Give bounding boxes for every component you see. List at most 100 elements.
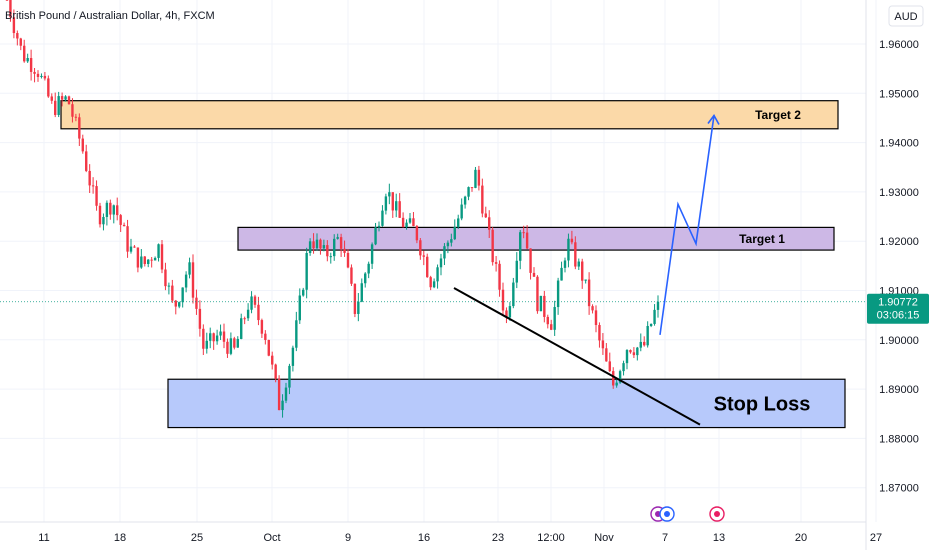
candle-body [515, 260, 518, 283]
candle-body [102, 216, 105, 225]
candle-body [319, 239, 322, 249]
candle-body [419, 240, 422, 256]
candle-body [43, 75, 47, 79]
candle-body [257, 304, 260, 321]
candle-body [563, 260, 567, 268]
candle-body [346, 252, 350, 268]
candle-body [9, 0, 12, 18]
candle-body [426, 256, 429, 278]
candle-body [384, 196, 388, 211]
candle-body [550, 324, 553, 330]
candle-body [188, 262, 191, 275]
candle-body [474, 169, 477, 188]
candle-body [184, 274, 188, 288]
candle-body [215, 335, 219, 342]
candle-body [443, 246, 446, 259]
candle-body [112, 205, 115, 215]
candle-body [401, 217, 405, 228]
candle-body [178, 302, 181, 307]
candle-body [298, 295, 301, 321]
candle-body [453, 227, 456, 240]
currency-badge[interactable] [888, 5, 924, 27]
candle-body [98, 205, 102, 225]
y-tick-label: 1.90000 [879, 335, 919, 347]
candle-body [539, 295, 543, 312]
candle-body [364, 273, 367, 284]
event-marker-dot [714, 511, 720, 517]
event-marker-dot [664, 511, 670, 517]
candle-body [233, 338, 236, 348]
candle-body [88, 170, 91, 186]
candle-body [5, 0, 9, 1]
candle-body [243, 318, 246, 320]
candle-body [612, 371, 615, 386]
candle-body [601, 340, 605, 349]
candle-body [116, 205, 119, 216]
candle-body [598, 325, 601, 341]
x-tick-label: 16 [418, 532, 430, 544]
candle-body [29, 58, 33, 72]
x-tick-label: 20 [795, 532, 807, 544]
candle-body [560, 267, 563, 281]
candle-body [574, 242, 577, 267]
projection-arrowhead [707, 114, 720, 125]
candle-body [260, 320, 264, 334]
candle-body [329, 256, 332, 258]
candle-body [19, 38, 22, 46]
candle-body [446, 242, 450, 247]
candle-body [40, 75, 43, 77]
zone-target-1 [237, 226, 835, 251]
candle-body [422, 255, 425, 257]
x-tick-label: 12:00 [537, 532, 565, 544]
x-tick-label: Nov [594, 532, 614, 544]
candle-body [439, 258, 443, 268]
candle-body [618, 371, 622, 383]
candle-body [494, 262, 498, 264]
time-axis[interactable]: 11 18 25 Oct 9 16 23 12:00 Nov 7 13 20 27 [38, 532, 882, 544]
currency-badge-label: AUD [894, 11, 917, 23]
candle-body [429, 277, 432, 288]
y-tick-label: 1.96000 [879, 39, 919, 51]
candle-body [47, 78, 50, 97]
candle-body [16, 33, 19, 39]
candle-body [140, 256, 143, 268]
candle-body [470, 187, 474, 189]
candle-body [153, 257, 157, 261]
candle-body [436, 267, 439, 282]
candle-body [467, 187, 470, 197]
candle-body [205, 340, 208, 349]
zone-label: Stop Loss [714, 394, 811, 416]
candle-body [381, 210, 384, 226]
candle-body [143, 256, 146, 264]
candle-body [570, 238, 574, 243]
event-markers[interactable] [650, 506, 725, 522]
candle-body [477, 169, 481, 186]
candle-body [33, 71, 36, 74]
candle-body [109, 202, 112, 215]
candle-body [236, 338, 239, 348]
candlestick-series [5, 0, 660, 418]
candle-body [126, 226, 129, 252]
x-tick-label: 9 [345, 532, 351, 544]
candle-body [508, 306, 512, 318]
candle-body [367, 263, 370, 274]
candle-body [460, 204, 463, 219]
candle-body [91, 185, 95, 187]
candle-body [284, 387, 288, 401]
candle-body [288, 365, 291, 388]
projection-path [659, 115, 715, 335]
candle-body [343, 248, 346, 253]
candle-body [105, 202, 109, 217]
bar-countdown: 03:06:15 [877, 310, 920, 322]
candle-body [95, 186, 98, 206]
candle-body [81, 138, 84, 152]
candle-body [191, 262, 195, 298]
candle-body [202, 328, 205, 349]
candle-body [525, 232, 529, 249]
chart-grid [0, 0, 877, 522]
candle-body [119, 215, 122, 225]
candle-body [57, 96, 60, 115]
current-price-value: 1.90772 [878, 297, 918, 309]
